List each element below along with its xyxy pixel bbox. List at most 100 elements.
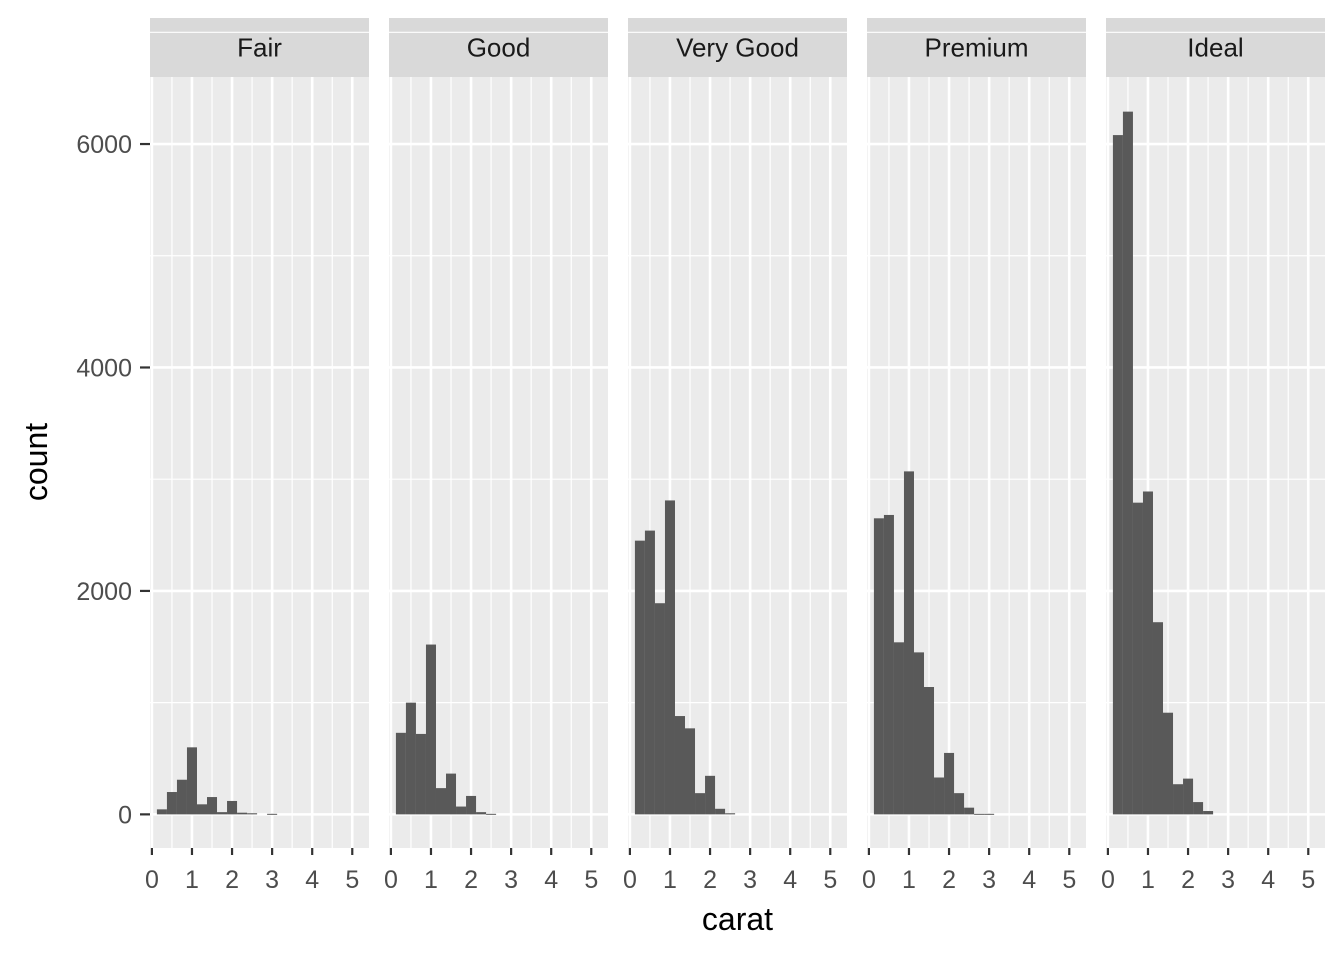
histogram-bar	[1193, 802, 1204, 815]
x-tick-label: 3	[504, 866, 518, 894]
facet-strip-label: Ideal	[1187, 33, 1243, 63]
x-tick-label: 5	[584, 866, 598, 894]
histogram-bar	[924, 687, 935, 815]
facet-strip	[867, 18, 1086, 77]
histogram-bar	[237, 812, 248, 815]
histogram-bar	[674, 716, 686, 815]
x-tick-label: 5	[1062, 866, 1076, 894]
histogram-bar	[873, 518, 884, 815]
y-tick-label: 6000	[76, 131, 132, 159]
x-tick-label: 1	[1141, 866, 1155, 894]
histogram-bar	[446, 773, 457, 815]
x-tick-label: 2	[1181, 866, 1195, 894]
x-tick-label: 2	[942, 866, 956, 894]
x-tick-label: 1	[902, 866, 916, 894]
x-tick-label: 4	[544, 866, 558, 894]
facet-strip-label: Premium	[924, 33, 1028, 63]
histogram-bar	[166, 792, 177, 815]
y-tick-label: 0	[118, 801, 132, 829]
histogram-bar	[486, 813, 497, 815]
histogram-bar	[1112, 135, 1123, 815]
facet-panel-ideal: Ideal 0 1 2 3 4 5	[1101, 18, 1325, 894]
x-tick-label: 0	[145, 866, 159, 894]
histogram-bar	[217, 812, 228, 815]
histogram-bar	[984, 813, 995, 815]
histogram-bar	[644, 530, 655, 815]
facet-panel-fair: Fair 0 1 2 3 4 5	[145, 18, 369, 894]
histogram-bar	[954, 793, 965, 815]
histogram-bar	[654, 603, 665, 815]
histogram-bar	[903, 471, 914, 815]
x-axis-title: carat	[702, 901, 773, 937]
histogram-bar	[435, 788, 447, 815]
histogram-bar	[705, 775, 716, 815]
x-tick-label: 0	[623, 866, 637, 894]
histogram-bar	[1163, 712, 1174, 815]
histogram-bar	[267, 813, 278, 815]
histogram-bar	[695, 793, 706, 815]
histogram-bar	[395, 732, 406, 815]
facet-strip	[389, 18, 608, 77]
facet-strip-label: Very Good	[676, 33, 799, 63]
histogram-bar	[883, 514, 894, 815]
x-tick-label: 3	[743, 866, 757, 894]
histogram-bar	[725, 813, 736, 815]
x-tick-label: 4	[305, 866, 319, 894]
histogram-bar	[1203, 811, 1214, 815]
facet-strip-label: Fair	[237, 33, 282, 63]
x-tick-label: 1	[663, 866, 677, 894]
histogram-bar	[186, 747, 197, 815]
x-tick-label: 0	[384, 866, 398, 894]
histogram-bar	[405, 702, 416, 815]
x-tick-label: 5	[823, 866, 837, 894]
panel-background	[150, 77, 369, 848]
x-tick-label: 3	[982, 866, 996, 894]
histogram-bar	[227, 800, 238, 815]
facet-strip	[1106, 18, 1325, 77]
x-tick-label: 5	[345, 866, 359, 894]
x-tick-label: 3	[1221, 866, 1235, 894]
histogram-bar	[913, 652, 925, 815]
histogram-bar	[1173, 784, 1184, 815]
x-tick-label: 0	[862, 866, 876, 894]
facet-strip-label: Good	[467, 33, 531, 63]
histogram-bar	[1152, 622, 1164, 815]
histogram-bar	[207, 797, 218, 815]
facet-strip	[150, 18, 369, 77]
histogram-bar	[634, 540, 645, 815]
x-tick-label: 4	[783, 866, 797, 894]
histogram-bar	[1142, 491, 1153, 815]
x-tick-label: 4	[1022, 866, 1036, 894]
y-tick-label: 4000	[76, 354, 132, 382]
histogram-bar	[685, 728, 696, 815]
x-tick-label: 1	[424, 866, 438, 894]
x-tick-label: 4	[1261, 866, 1275, 894]
histogram-bar	[476, 812, 487, 815]
y-axis-title: count	[18, 423, 54, 501]
x-tick-label: 2	[225, 866, 239, 894]
x-tick-label: 5	[1301, 866, 1315, 894]
x-tick-label: 1	[185, 866, 199, 894]
histogram-bar	[944, 752, 955, 815]
histogram-bar	[893, 642, 904, 815]
x-tick-label: 0	[1101, 866, 1115, 894]
histogram-bar	[415, 733, 426, 815]
histogram-bar	[974, 813, 985, 815]
histogram-bar	[1122, 111, 1133, 815]
histogram-bar	[1183, 778, 1194, 815]
histogram-bar	[247, 813, 258, 815]
facet-panel-very-good: Very Good 0 1 2 3 4 5	[623, 18, 847, 894]
histogram-bar	[425, 644, 436, 815]
histogram-bar	[1132, 502, 1143, 815]
panel-background	[389, 77, 608, 848]
facet-panel-good: Good 0 1 2 3 4 5	[384, 18, 608, 894]
histogram-bar	[196, 804, 208, 815]
y-axis: 0 2000 4000 6000	[76, 131, 150, 829]
x-tick-label: 3	[265, 866, 279, 894]
histogram-bar	[934, 777, 945, 815]
histogram-bar	[156, 809, 167, 815]
histogram-bar	[456, 806, 467, 815]
histogram-bar	[964, 807, 975, 815]
x-tick-label: 2	[703, 866, 717, 894]
